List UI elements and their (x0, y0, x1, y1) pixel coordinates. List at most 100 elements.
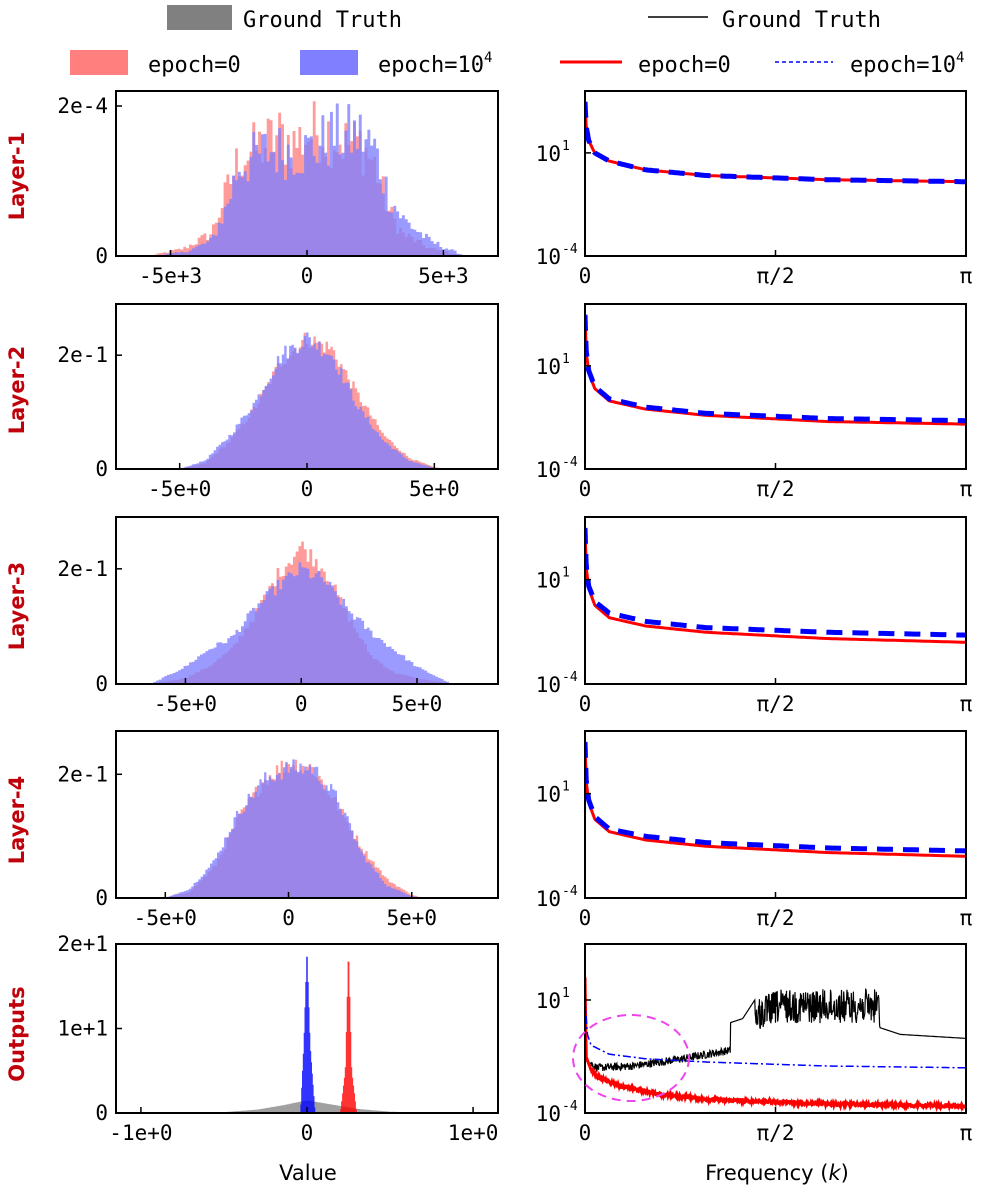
x-axis-label-right: Frequency (k) (705, 1161, 849, 1185)
spec-layer-4-ytick-label-0: 10 (536, 887, 561, 911)
hist-layer-2-xtick-label-2: 5e+0 (409, 477, 460, 501)
hist-outputs-xtick-label-1: 0 (301, 1121, 314, 1145)
hist-layer-3-xtick-label-1: 0 (295, 692, 308, 716)
hist-layer-1-ytick-label-0: 0 (95, 244, 108, 268)
spec-layer-2-frame (584, 303, 967, 470)
spec-layer-3-line-2 (585, 527, 966, 638)
spec-layer-4-ytick-exp-1: 1 (562, 780, 570, 795)
spec-layer-1-ytick-exp-0: -4 (562, 242, 578, 257)
spec-layer-3-ytick-exp-0: -4 (562, 670, 578, 685)
spec-layer-4-xtick-label-0: 0 (579, 906, 592, 930)
spec-layer-3-xtick-label-0: 0 (579, 692, 592, 716)
spec-layer-2-line-2 (585, 314, 966, 424)
legend-label-ground-truth-left: Ground Truth (243, 8, 402, 33)
hist-layer-4-xtick-label-1: 0 (282, 906, 295, 930)
spec-layer-1-xtick-label-2: π (960, 264, 973, 288)
hist-layer-4-frame (115, 730, 499, 899)
spec-layer-4-ytick-label-1: 10 (536, 783, 561, 807)
hist-layer-4-xtick-label-2: 5e+0 (386, 906, 437, 930)
spec-layer-1-ytick-label-0: 10 (536, 245, 561, 269)
spec-outputs-highlight-ellipse (572, 1014, 690, 1102)
hist-layer-4: -5e+0 0 5e+0 0 2e-1 (57, 730, 499, 930)
legend-swatch-epoch0-hist (70, 50, 128, 75)
hist-layer-2: -5e+0 0 5e+0 0 2e-1 (57, 303, 499, 501)
hist-outputs-bars-2 (300, 956, 316, 1113)
hist-layer-2-bars-1 (179, 332, 448, 469)
spec-layer-3-ytick-label-1: 10 (536, 569, 561, 593)
legend-swatch-epoch1e4-hist (300, 50, 358, 75)
legend-label-epoch1e4-right: epoch=104 (850, 50, 964, 78)
spec-layer-3-frame (584, 516, 967, 685)
hist-layer-4-ytick-label-1: 2e-1 (57, 762, 108, 786)
spec-outputs-xtick-label-1: π/2 (757, 1121, 795, 1145)
hist-layer-1-xtick-label-0: -5e+3 (139, 264, 202, 288)
hist-outputs-series-2 (300, 956, 316, 1113)
hist-layer-4-series-1 (165, 759, 425, 898)
hist-layer-3-bars-1 (150, 562, 452, 684)
spec-layer-2-xtick-label-0: 0 (579, 477, 592, 501)
hist-outputs-xtick-label-2: 1e+0 (448, 1121, 499, 1145)
hist-layer-3-ytick-label-1: 2e-1 (57, 557, 108, 581)
hist-outputs-ytick-label-2: 2e+1 (57, 932, 108, 956)
spec-outputs: 0 π/2 π10 -410 1 (536, 943, 973, 1145)
row-label-layer-2: Layer-2 (5, 346, 29, 435)
hist-layer-1-ytick-label-1: 2e-4 (57, 94, 108, 118)
hist-outputs-series-1 (340, 961, 357, 1113)
hist-layer-1-xtick-label-1: 0 (301, 264, 314, 288)
spec-layer-3-xtick-label-2: π (960, 692, 973, 716)
spec-outputs-line-0 (585, 977, 966, 1072)
spec-layer-4-frame (584, 730, 967, 899)
spec-layer-2-line-1 (585, 314, 966, 426)
spec-layer-2-ytick-exp-0: -4 (562, 455, 578, 470)
spec-layer-1-line-2 (585, 101, 966, 185)
spec-outputs-ytick-label-0: 10 (536, 1102, 561, 1126)
spec-layer-4-line-2 (585, 741, 966, 854)
x-axis-label-left: Value (279, 1161, 337, 1185)
legend-label-epoch1e4-left: epoch=104 (378, 50, 492, 78)
hist-outputs-ytick-label-0: 0 (95, 1101, 108, 1125)
spec-layer-2-xtick-label-2: π (960, 477, 973, 501)
legend-left: Ground Truth epoch=0 epoch=104 (70, 5, 492, 78)
hist-layer-4-xtick-label-0: -5e+0 (134, 906, 197, 930)
spec-layer-2: 0 π/2 π10 -410 1 (536, 303, 973, 501)
spec-layer-3: 0 π/2 π10 -410 1 (536, 516, 973, 716)
spec-outputs-ytick-exp-1: 1 (562, 986, 570, 1001)
spec-layer-1-ytick-exp-1: 1 (562, 139, 570, 154)
spec-layer-4: 0 π/2 π10 -410 1 (536, 730, 973, 930)
legend-right: Ground Truth epoch=0 epoch=104 (560, 8, 964, 78)
spec-layer-3-line-1 (585, 527, 966, 644)
hist-layer-2-ytick-label-0: 0 (95, 457, 108, 481)
legend-label-epoch0-right: epoch=0 (638, 53, 731, 78)
spec-layer-2-xtick-label-1: π/2 (757, 477, 795, 501)
spec-layer-3-xtick-label-1: π/2 (757, 692, 795, 716)
spec-layer-1-line-1 (585, 101, 966, 184)
hist-outputs-xtick-label-0: -1e+0 (109, 1121, 172, 1145)
hist-layer-3-xtick-label-0: -5e+0 (154, 692, 217, 716)
hist-layer-3-frame (115, 516, 499, 685)
spec-layer-4-xtick-label-1: π/2 (757, 906, 795, 930)
hist-layer-2-series-1 (179, 332, 448, 469)
spec-layer-1: 0 π/2 π10 -410 1 (536, 90, 973, 288)
row-label-layer-3: Layer-3 (5, 562, 29, 651)
spec-outputs-line-1 (585, 977, 966, 1113)
legend-swatch-ground-truth-hist (167, 5, 232, 30)
spec-layer-1-frame (584, 90, 967, 257)
hist-layer-4-ytick-label-0: 0 (95, 886, 108, 910)
hist-layer-3-xtick-label-2: 5e+0 (392, 692, 443, 716)
spec-outputs-xtick-label-0: 0 (579, 1121, 592, 1145)
hist-layer-2-xtick-label-0: -5e+0 (148, 477, 211, 501)
row-label-layer-1: Layer-1 (5, 132, 29, 221)
spec-layer-2-ytick-label-0: 10 (536, 458, 561, 482)
spec-layer-2-ytick-label-1: 10 (536, 355, 561, 379)
hist-layer-1-bars-1 (148, 103, 466, 256)
spec-layer-1-ytick-label-1: 10 (536, 142, 561, 166)
hist-layer-1-series-1 (148, 103, 466, 256)
hist-layer-3-ytick-label-0: 0 (95, 672, 108, 696)
hist-layer-1-xtick-label-2: 5e+3 (418, 264, 469, 288)
hist-outputs-bars-1 (340, 961, 357, 1113)
hist-layer-3-series-1 (150, 562, 452, 684)
hist-layer-2-xtick-label-1: 0 (301, 477, 314, 501)
